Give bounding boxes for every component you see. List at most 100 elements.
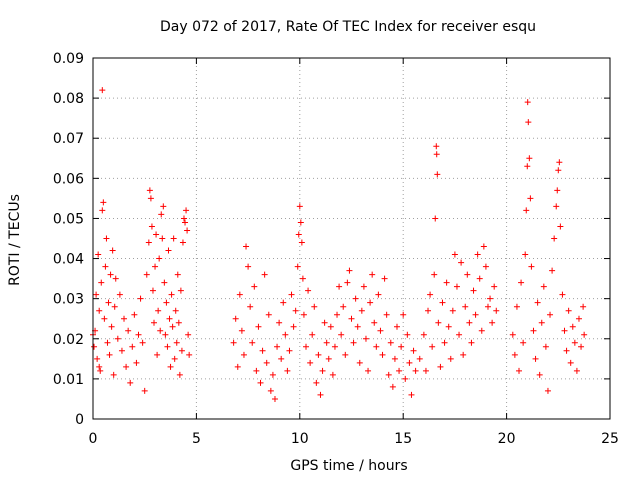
data-point bbox=[288, 291, 295, 298]
data-point bbox=[381, 275, 388, 282]
data-point bbox=[334, 311, 341, 318]
data-point bbox=[309, 331, 316, 338]
data-point bbox=[155, 307, 162, 314]
data-point bbox=[109, 247, 116, 254]
data-point bbox=[383, 311, 390, 318]
chart-title: Day 072 of 2017, Rate Of TEC Index for r… bbox=[160, 19, 536, 35]
data-point bbox=[420, 331, 427, 338]
data-point bbox=[245, 263, 252, 270]
data-point bbox=[129, 343, 136, 350]
data-point bbox=[375, 291, 382, 298]
data-point bbox=[528, 263, 535, 270]
data-point bbox=[408, 391, 415, 398]
data-point bbox=[377, 327, 384, 334]
data-point bbox=[474, 251, 481, 258]
data-point bbox=[518, 279, 525, 286]
data-point bbox=[153, 231, 160, 238]
y-tick-label: 0.06 bbox=[53, 171, 84, 187]
data-point bbox=[412, 367, 419, 374]
data-point bbox=[352, 295, 359, 302]
data-point bbox=[489, 319, 496, 326]
data-point bbox=[167, 363, 174, 370]
data-point bbox=[137, 295, 144, 302]
data-point bbox=[104, 339, 111, 346]
data-point bbox=[118, 347, 125, 354]
data-point bbox=[164, 343, 171, 350]
data-point bbox=[102, 263, 109, 270]
data-point bbox=[580, 303, 587, 310]
data-point bbox=[406, 359, 413, 366]
data-point bbox=[553, 203, 560, 210]
y-tick-label: 0.04 bbox=[53, 252, 84, 268]
data-point bbox=[166, 315, 173, 322]
data-point bbox=[449, 307, 456, 314]
data-point bbox=[148, 223, 155, 230]
data-point bbox=[346, 267, 353, 274]
grid-lines bbox=[93, 58, 610, 419]
data-point bbox=[311, 303, 318, 310]
data-point bbox=[157, 327, 164, 334]
data-point bbox=[99, 207, 106, 214]
data-point bbox=[547, 311, 554, 318]
data-point bbox=[458, 259, 465, 266]
data-point bbox=[240, 351, 247, 358]
data-point bbox=[295, 231, 302, 238]
data-point bbox=[340, 303, 347, 310]
data-point bbox=[557, 223, 564, 230]
data-point bbox=[369, 271, 376, 278]
data-point bbox=[161, 279, 168, 286]
data-point bbox=[154, 351, 161, 358]
data-point bbox=[274, 343, 281, 350]
data-point bbox=[551, 235, 558, 242]
x-tick-labels: 0 5 10 15 20 25 bbox=[89, 431, 619, 447]
data-point bbox=[522, 251, 529, 258]
data-point bbox=[433, 143, 440, 150]
data-point bbox=[555, 167, 562, 174]
data-point bbox=[108, 323, 115, 330]
data-point bbox=[344, 279, 351, 286]
data-point bbox=[99, 87, 106, 94]
data-point bbox=[338, 331, 345, 338]
data-point bbox=[182, 219, 189, 226]
data-point bbox=[400, 311, 407, 318]
data-point bbox=[94, 355, 101, 362]
data-point bbox=[257, 379, 264, 386]
data-point bbox=[145, 239, 152, 246]
data-point bbox=[253, 367, 260, 374]
data-points bbox=[90, 87, 588, 402]
data-point bbox=[472, 311, 479, 318]
data-point bbox=[298, 239, 305, 246]
data-point bbox=[437, 363, 444, 370]
y-tick-label: 0.03 bbox=[53, 292, 84, 308]
data-point bbox=[391, 355, 398, 362]
data-point bbox=[427, 291, 434, 298]
data-point bbox=[177, 287, 184, 294]
data-point bbox=[468, 339, 475, 346]
data-point bbox=[434, 171, 441, 178]
data-point bbox=[367, 299, 374, 306]
data-point bbox=[530, 327, 537, 334]
data-point bbox=[445, 323, 452, 330]
data-point bbox=[236, 291, 243, 298]
x-tick-label: 0 bbox=[89, 431, 98, 447]
data-point bbox=[91, 343, 98, 350]
data-point bbox=[549, 267, 556, 274]
data-point bbox=[249, 339, 256, 346]
data-point bbox=[362, 335, 369, 342]
data-point bbox=[286, 347, 293, 354]
data-point bbox=[151, 319, 158, 326]
data-point bbox=[149, 287, 156, 294]
data-point bbox=[336, 283, 343, 290]
data-point bbox=[97, 367, 104, 374]
data-point bbox=[524, 163, 531, 170]
data-point bbox=[389, 383, 396, 390]
data-point bbox=[538, 319, 545, 326]
data-point bbox=[265, 311, 272, 318]
data-point bbox=[261, 271, 268, 278]
data-point bbox=[464, 271, 471, 278]
data-point bbox=[432, 215, 439, 222]
data-point bbox=[379, 351, 386, 358]
data-point bbox=[232, 315, 239, 322]
data-point bbox=[255, 323, 262, 330]
data-point bbox=[540, 283, 547, 290]
